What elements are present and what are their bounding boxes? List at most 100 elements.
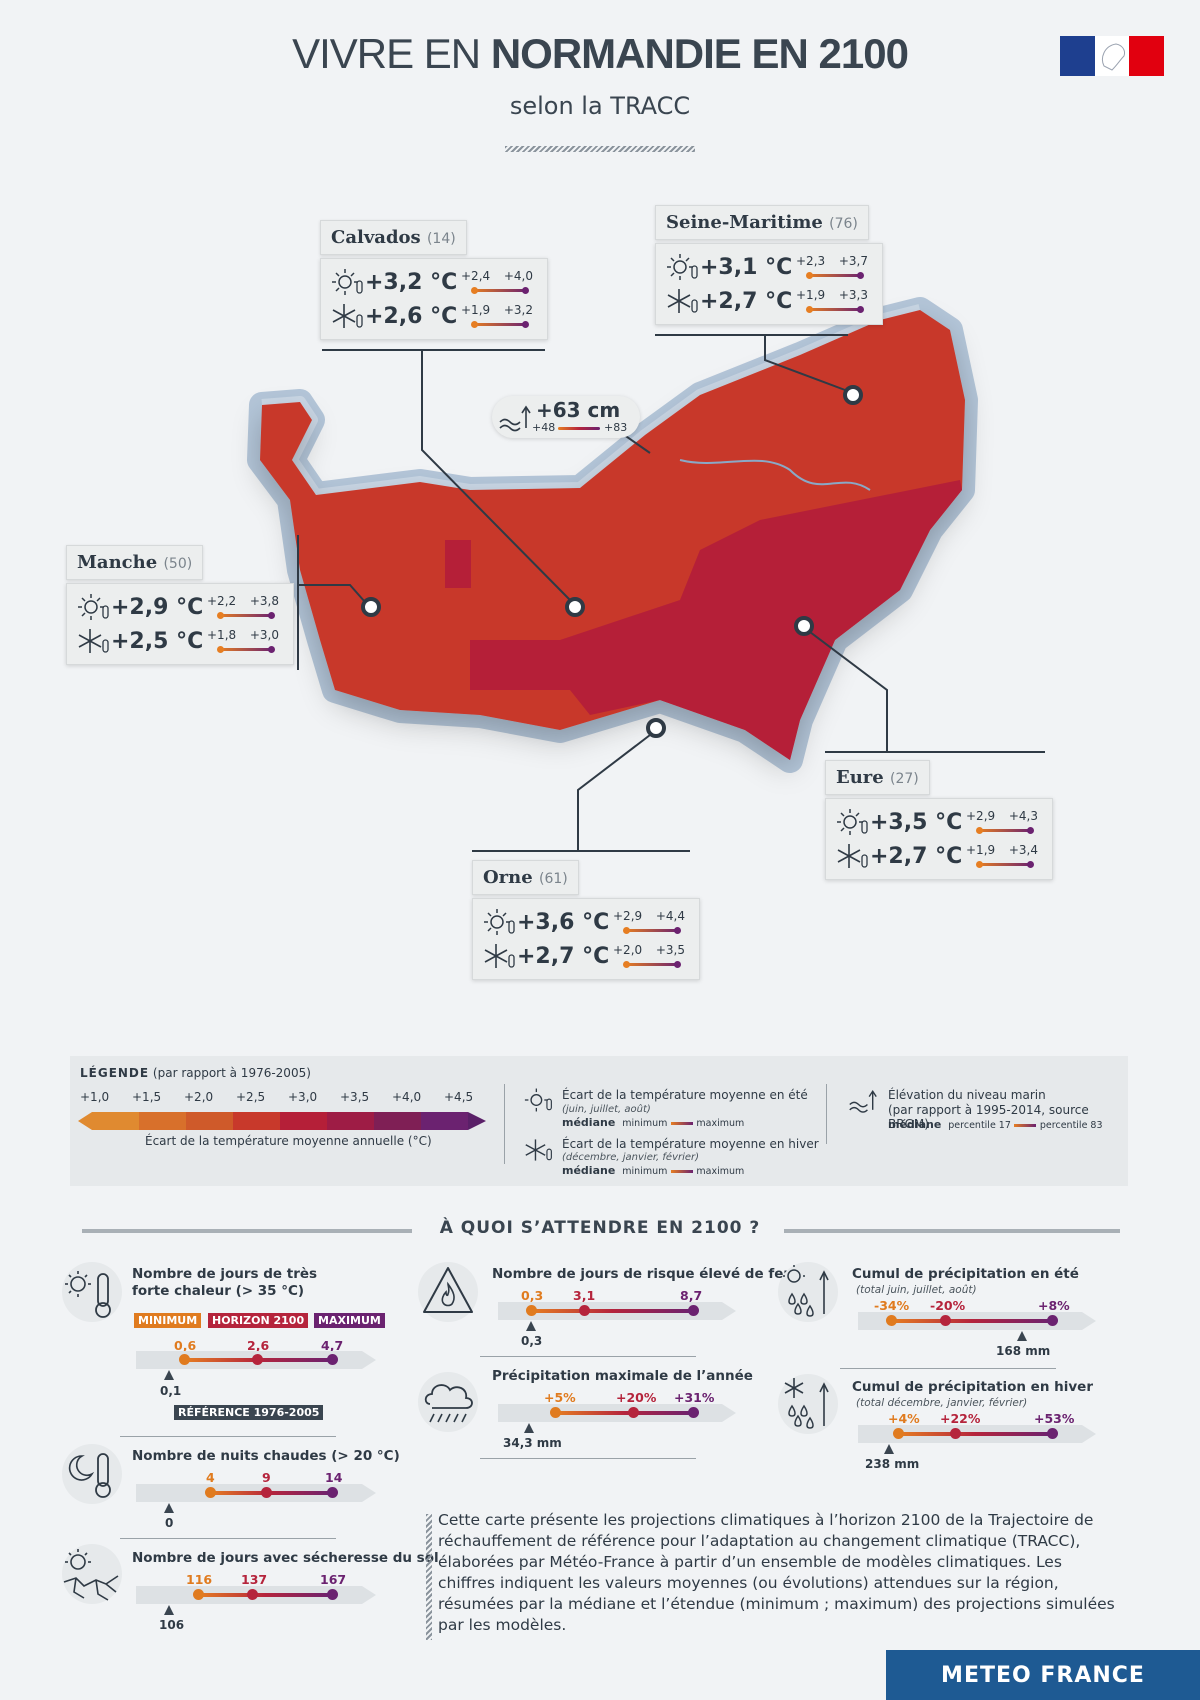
leader-orne — [472, 734, 690, 852]
max-precip-range — [555, 1411, 693, 1415]
summer-precip-med: -20% — [930, 1298, 966, 1313]
summer-precip-ref: 168 mm — [996, 1344, 1051, 1358]
max-precip-med-dot — [628, 1407, 639, 1418]
legend-divider — [504, 1084, 505, 1164]
max-precip-max: +31% — [674, 1390, 715, 1405]
warm-nights-med: 9 — [262, 1470, 271, 1485]
drought-title: Nombre de jours avec sécheresse du sol — [132, 1550, 439, 1566]
marker-calvados — [565, 597, 585, 617]
marker-orne — [646, 718, 666, 738]
separator — [120, 1538, 336, 1539]
scale-caption: Écart de la température moyenne annuelle… — [145, 1134, 432, 1148]
legend-winter-key: médiane minimum maximum — [562, 1164, 745, 1177]
max-precip-ref-marker — [524, 1423, 534, 1433]
sea-level-badge: +63 cm +48 +83 — [492, 396, 640, 438]
fire-med: 3,1 — [573, 1288, 596, 1303]
winter-precip-max: +53% — [1034, 1411, 1075, 1426]
legend-winter-title: Écart de la température moyenne en hiver — [562, 1137, 819, 1151]
max-precip-min-dot — [550, 1407, 561, 1418]
sun-thermometer-icon — [837, 809, 868, 835]
fire-ref: 0,3 — [521, 1334, 543, 1348]
max-precip-min: +5% — [544, 1390, 576, 1405]
section-line-right — [784, 1229, 1120, 1233]
section-title: À QUOI S’ATTENDRE EN 2100 ? — [439, 1218, 761, 1238]
fire-max-dot — [688, 1305, 699, 1316]
dept-name-manche: Manche (50) — [66, 545, 204, 580]
legend-summer-key: médiane minimum maximum — [562, 1116, 745, 1129]
legend-panel: LÉGENDE (par rapport à 1976-2005) +1,0 +… — [70, 1056, 1128, 1186]
legend-sea-note: (par rapport à 1995-2014, source BRGM) — [888, 1103, 1089, 1131]
winter-precip-range — [898, 1432, 1052, 1436]
max-precip-ref: 34,3 mm — [503, 1436, 562, 1450]
snowflake-thermometer-icon — [484, 944, 515, 968]
summer-precip-sub: (total juin, juillet, août) — [856, 1284, 977, 1296]
hot-days-ref-marker — [164, 1370, 174, 1380]
legend-summer-months: (juin, juillet, août) — [562, 1104, 651, 1115]
fire-med-dot — [579, 1305, 590, 1316]
summer-rain-icon — [783, 1265, 829, 1317]
legend-summer-title: Écart de la température moyenne en été — [562, 1088, 808, 1102]
drought-med: 137 — [241, 1572, 268, 1587]
summer-precip-max: +8% — [1038, 1298, 1070, 1313]
scale-label: +1,0 — [80, 1090, 110, 1104]
leader-eure — [809, 631, 1045, 753]
drought-max: 167 — [320, 1572, 347, 1587]
moon-thermometer-icon — [68, 1453, 111, 1498]
river-seine — [679, 459, 871, 491]
separator — [120, 1436, 336, 1437]
drought-ref-marker — [164, 1605, 174, 1615]
label-horizon: HORIZON 2100 — [208, 1313, 309, 1328]
title-bold: NORMANDIE EN 2100 — [490, 30, 909, 77]
drought-min-dot — [193, 1589, 204, 1600]
snowflake-thermometer-icon — [667, 289, 698, 313]
hot-days-ref: 0,1 — [160, 1384, 182, 1398]
sea-rise-icon — [849, 1090, 877, 1113]
description-rule — [426, 1514, 432, 1640]
hot-cell — [445, 540, 471, 588]
legend-sea-key: médiane percentile 17 percentile 83 — [888, 1118, 1103, 1131]
section-line-left — [82, 1229, 412, 1233]
hot-days-med: 2,6 — [247, 1338, 270, 1353]
hot-days-max: 4,7 — [321, 1338, 344, 1353]
sea-level-range-bar — [558, 427, 600, 430]
warm-nights-max-dot — [327, 1487, 338, 1498]
dept-card-manche: +2,9 °C +2,2 +3,8 +2,5 °C +1,8 +3,0 — [66, 583, 294, 665]
summer-precip-med-dot — [940, 1315, 951, 1326]
max-precip-med: +20% — [616, 1390, 657, 1405]
hot-days-max-dot — [327, 1354, 338, 1365]
max-precip-icon-bg — [418, 1372, 478, 1432]
hot-days-icon-bg — [62, 1262, 122, 1322]
sun-thermometer-icon — [484, 909, 515, 935]
legend-winter-months: (décembre, janvier, février) — [562, 1152, 700, 1163]
hotter-zone — [470, 480, 962, 760]
temperature-color-scale — [78, 1112, 486, 1130]
dept-name-calvados: Calvados (14) — [320, 220, 467, 255]
warm-nights-ref-marker — [164, 1503, 174, 1513]
hot-days-title: Nombre de jours de très forte chaleur (> … — [132, 1266, 318, 1299]
sun-thermometer-icon — [78, 594, 109, 620]
page-subtitle: selon la TRACC — [509, 92, 691, 120]
winter-precip-ref: 238 mm — [865, 1457, 920, 1471]
summer-precip-ref-marker — [1017, 1331, 1027, 1341]
hot-days-min: 0,6 — [174, 1338, 197, 1353]
marker-manche — [361, 597, 381, 617]
page-title: VIVRE EN NORMANDIE EN 2100 — [0, 30, 1200, 78]
snowflake-thermometer-icon — [78, 629, 109, 653]
winter-precip-title: Cumul de précipitation en hiver — [852, 1379, 1093, 1395]
winter-precip-min: +4% — [888, 1411, 920, 1426]
rain-cloud-icon — [424, 1384, 473, 1423]
separator — [480, 1356, 696, 1357]
snowflake-thermometer-icon — [332, 304, 363, 328]
max-precip-title: Précipitation maximale de l’année — [492, 1368, 753, 1384]
scale-label: +3,0 — [288, 1090, 318, 1104]
fire-min-dot — [526, 1305, 537, 1316]
separator — [840, 1368, 1056, 1369]
max-precip-max-dot — [688, 1407, 699, 1418]
drought-icon-bg — [62, 1544, 122, 1604]
normandy-map — [247, 297, 1045, 852]
summer-precip-icon-bg — [778, 1262, 838, 1322]
warm-nights-med-dot — [261, 1487, 272, 1498]
warm-nights-title: Nombre de nuits chaudes (> 20 °C) — [132, 1448, 400, 1464]
sun-thermometer-icon — [65, 1271, 111, 1318]
winter-precip-med-dot — [950, 1428, 961, 1439]
